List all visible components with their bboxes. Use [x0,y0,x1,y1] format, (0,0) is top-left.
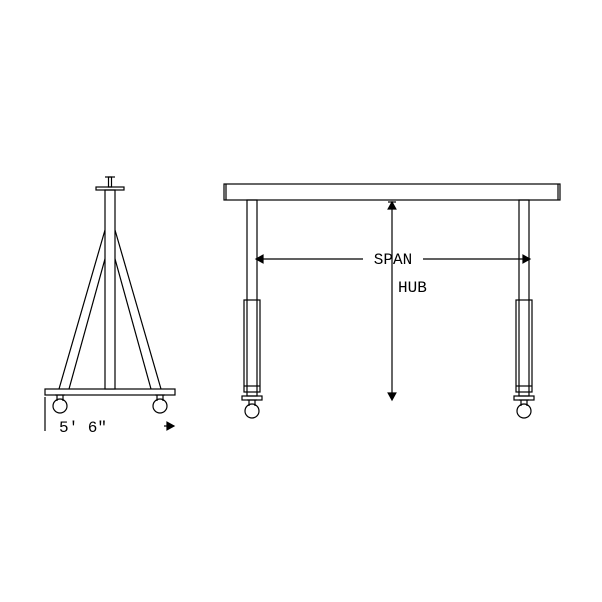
hub-label: HUB [398,279,427,297]
side-view: 5' 6" [45,177,175,437]
front-view: SPAN HUB [224,184,560,418]
gantry-diagram: 5' 6" SPAN HUB [0,0,602,602]
span-label: SPAN [374,251,412,269]
side-base-dim-label: 5' 6" [59,419,107,437]
